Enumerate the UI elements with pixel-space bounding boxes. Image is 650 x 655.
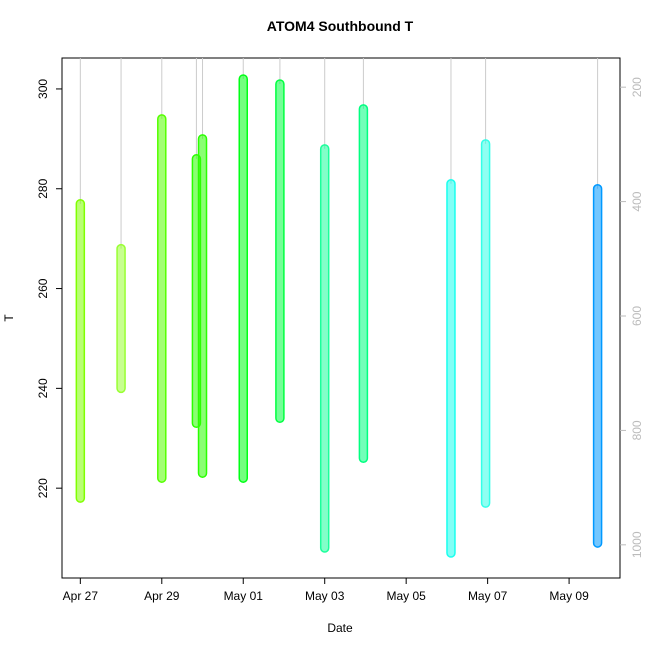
x-tick-label: May 05: [386, 589, 426, 603]
profile: [75, 198, 86, 503]
x-tick-label: May 09: [549, 589, 589, 603]
plot-frame: [61, 57, 621, 579]
y-tick-label: 260: [36, 278, 50, 298]
y2-tick-label: 800: [630, 420, 644, 440]
x-tick-label: May 03: [305, 589, 345, 603]
profile: [275, 79, 285, 424]
y-tick-label: 220: [36, 478, 50, 498]
y-tick-label: 240: [36, 378, 50, 398]
profile: [197, 134, 208, 478]
y2-tick-label: 1000: [630, 531, 644, 558]
chart-title: ATOM4 Southbound T: [267, 18, 414, 34]
x-tick-label: May 07: [468, 589, 508, 603]
y2-tick-label: 400: [630, 191, 644, 211]
profile: [157, 114, 167, 483]
x-tick-label: May 01: [224, 589, 264, 603]
x-tick-label: Apr 29: [144, 589, 180, 603]
profile: [238, 74, 248, 483]
y2-tick-label: 600: [630, 306, 644, 326]
x-tick-label: Apr 27: [63, 589, 99, 603]
profile: [116, 243, 126, 394]
profile: [319, 144, 330, 553]
y-axis-title: T: [2, 314, 16, 322]
profile: [358, 104, 369, 463]
y2-tick-label: 200: [630, 77, 644, 97]
profile: [480, 139, 491, 508]
profile: [446, 179, 456, 558]
x-axis-title: Date: [327, 621, 353, 635]
y-tick-label: 280: [36, 178, 50, 198]
y-tick-label: 300: [36, 79, 50, 99]
profile: [592, 183, 603, 548]
